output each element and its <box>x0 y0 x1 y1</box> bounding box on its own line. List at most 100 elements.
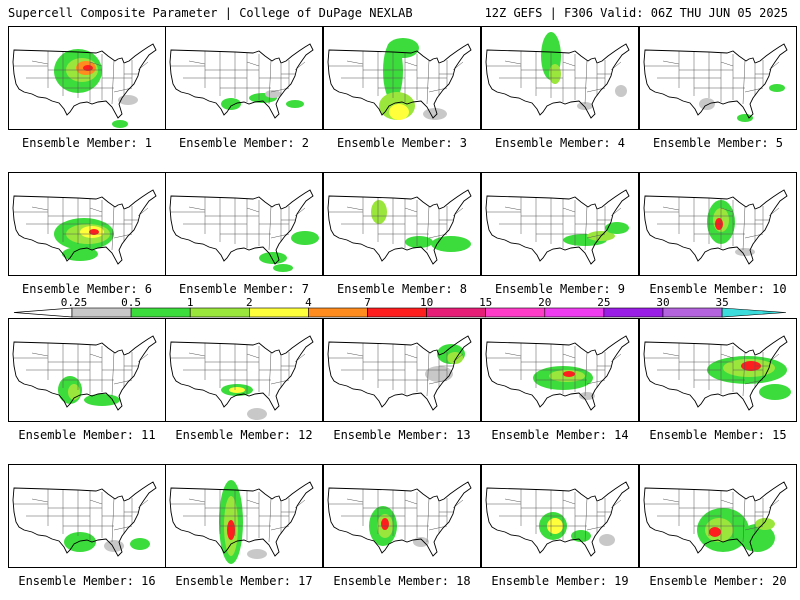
ensemble-member-label: Ensemble Member: 4 <box>494 136 626 150</box>
ensemble-member-label: Ensemble Member: 15 <box>649 428 787 442</box>
ensemble-member-label: Ensemble Member: 7 <box>178 282 310 296</box>
scp-field-area <box>130 538 150 550</box>
colorbar-tick-label: 0.25 <box>61 296 88 309</box>
scp-field-area <box>755 518 775 530</box>
us-coastline <box>12 335 157 411</box>
state-boundaries <box>487 343 622 397</box>
scp-field-area <box>739 524 775 552</box>
scp-field-area <box>447 352 463 364</box>
scp-field-area <box>737 114 753 122</box>
ensemble-member-label: Ensemble Member: 17 <box>175 574 313 588</box>
scp-field-area <box>735 248 755 256</box>
scp-field-area <box>247 549 267 559</box>
colorbar-segment <box>308 307 368 318</box>
us-coastline <box>327 43 472 119</box>
colorbar-segment <box>426 307 487 318</box>
scp-field-area <box>549 64 561 84</box>
panel-frame <box>323 464 481 568</box>
run-valid-time: 12Z GEFS | F306 Valid: 06Z THU JUN 05 20… <box>484 6 788 20</box>
colorbar-tick-label: 35 <box>715 296 728 309</box>
conus-map <box>481 464 639 568</box>
scp-field-area <box>563 371 575 377</box>
scp-field-area <box>413 537 429 547</box>
ensemble-member-label: Ensemble Member: 16 <box>18 574 156 588</box>
state-boundaries <box>14 51 149 105</box>
us-coastline <box>485 43 630 119</box>
state-boundaries <box>14 197 149 251</box>
scp-field-area <box>89 229 99 235</box>
state-boundaries <box>487 197 622 251</box>
panel-frame <box>165 26 323 130</box>
colorbar-segment <box>71 307 132 318</box>
conus-map <box>639 26 797 130</box>
scp-field-area <box>605 222 629 234</box>
us-coastline <box>12 189 157 265</box>
panel-frame <box>323 172 481 276</box>
colorbar-tick-label: 2 <box>246 296 253 309</box>
scp-field-area <box>118 95 138 105</box>
us-coastline <box>169 189 314 265</box>
ensemble-member-label: Ensemble Member: 9 <box>494 282 626 296</box>
ensemble-member-label: Ensemble Member: 10 <box>649 282 787 296</box>
scp-field-area <box>112 120 128 128</box>
conus-map <box>639 464 797 568</box>
scp-field-area <box>62 247 98 261</box>
state-boundaries <box>171 51 306 105</box>
ensemble-member-label: Ensemble Member: 14 <box>491 428 629 442</box>
conus-map <box>165 464 323 568</box>
colorbar-max-arrow <box>721 307 787 318</box>
scp-field-area <box>221 98 241 110</box>
ensemble-member-label: Ensemble Member: 19 <box>491 574 629 588</box>
us-coastline <box>327 335 472 411</box>
map-title: Supercell Composite Parameter | College … <box>8 6 413 20</box>
colorbar-tick-label: 7 <box>364 296 371 309</box>
scp-field-area <box>709 527 721 537</box>
colorbar-tick-label: 30 <box>656 296 669 309</box>
conus-map <box>481 318 639 422</box>
panel-frame <box>639 172 797 276</box>
colorbar-segment <box>662 307 723 318</box>
panel-frame <box>165 172 323 276</box>
us-coastline <box>327 481 472 557</box>
colorbar-min-arrow <box>13 307 73 318</box>
scp-field-area <box>769 84 785 92</box>
panel-frame <box>481 318 639 422</box>
ensemble-member-label: Ensemble Member: 3 <box>336 136 468 150</box>
conus-map <box>8 464 166 568</box>
colorbar-segment <box>130 307 191 318</box>
colorbar-tick-label: 4 <box>305 296 312 309</box>
ensemble-member-label: Ensemble Member: 20 <box>649 574 787 588</box>
us-coastline <box>12 481 157 557</box>
us-coastline <box>643 481 788 557</box>
colorbar-tick-label: 0.5 <box>121 296 141 309</box>
state-boundaries <box>171 197 306 251</box>
panel-frame <box>165 318 323 422</box>
state-boundaries <box>14 343 149 397</box>
scp-field-area <box>571 530 591 542</box>
state-boundaries <box>645 197 780 251</box>
scp-field-area <box>405 236 433 248</box>
conus-map <box>481 26 639 130</box>
state-boundaries <box>645 343 780 397</box>
ensemble-member-label: Ensemble Member: 12 <box>175 428 313 442</box>
scp-field-area <box>599 534 615 546</box>
conus-map <box>165 172 323 276</box>
state-boundaries <box>329 489 464 543</box>
colorbar-segment <box>485 307 546 318</box>
scp-field-area <box>741 361 761 371</box>
panel-frame <box>165 464 323 568</box>
scp-field-area <box>286 100 304 108</box>
scp-field-area <box>371 200 387 224</box>
conus-map <box>323 26 481 130</box>
us-coastline <box>485 189 630 265</box>
scp-field-area <box>431 236 471 252</box>
us-coastline <box>169 481 314 557</box>
conus-map <box>323 318 481 422</box>
scp-field-area <box>423 108 447 120</box>
conus-map <box>323 464 481 568</box>
us-coastline <box>643 43 788 119</box>
ensemble-member-label: Ensemble Member: 6 <box>21 282 153 296</box>
scp-field-area <box>229 387 245 393</box>
scp-field-area <box>577 102 593 110</box>
scp-field-area <box>381 518 389 530</box>
